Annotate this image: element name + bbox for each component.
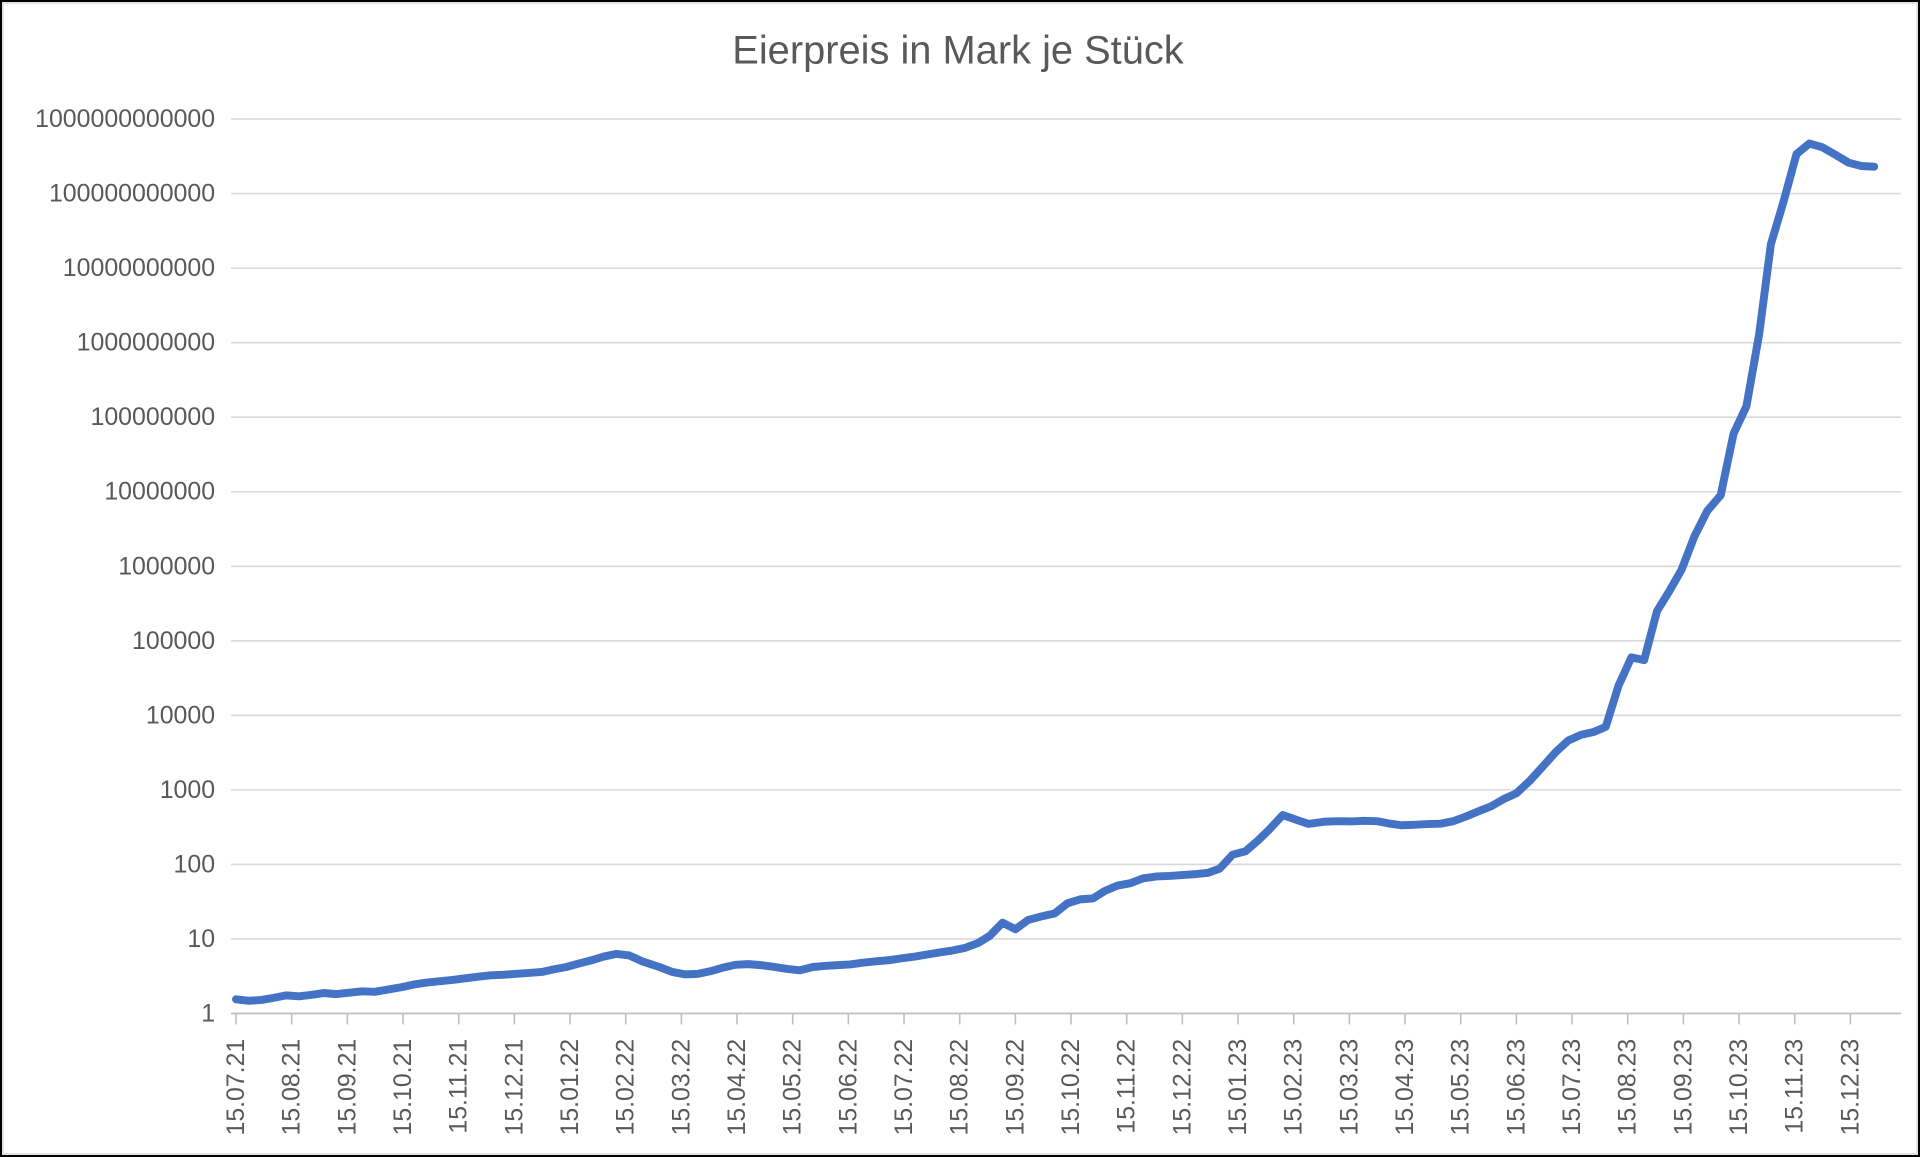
y-tick-label: 100 bbox=[174, 850, 216, 878]
x-tick-label: 15.02.23 bbox=[1280, 1039, 1308, 1136]
y-tick-label: 1000 bbox=[160, 776, 215, 804]
x-tick-label: 15.02.22 bbox=[612, 1039, 640, 1136]
y-tick-label: 10000000000 bbox=[63, 254, 215, 282]
x-tick-label: 15.11.22 bbox=[1113, 1039, 1141, 1134]
x-tick-label: 15.01.22 bbox=[556, 1039, 584, 1136]
x-tick-label: 15.07.21 bbox=[222, 1039, 250, 1136]
x-tick-label: 15.05.23 bbox=[1447, 1039, 1475, 1136]
x-tick-label: 15.09.22 bbox=[1001, 1039, 1029, 1136]
x-tick-label: 15.08.21 bbox=[278, 1039, 306, 1136]
y-tick-label: 1000000000000 bbox=[35, 105, 215, 133]
x-tick-label: 15.12.22 bbox=[1168, 1039, 1196, 1136]
x-axis bbox=[231, 1012, 1902, 1025]
x-tick-label: 15.12.23 bbox=[1836, 1039, 1864, 1136]
x-tick-label: 15.07.22 bbox=[890, 1039, 918, 1136]
y-axis-labels: 1 10 100 1000 10000 100000 1000000 10000000 1000… bbox=[35, 105, 215, 1027]
y-tick-label: 10000000 bbox=[104, 478, 215, 506]
gridlines bbox=[231, 118, 1902, 1015]
x-tick-label: 15.09.21 bbox=[333, 1039, 361, 1136]
x-tick-label: 15.10.21 bbox=[389, 1039, 417, 1136]
x-tick-label: 15.05.22 bbox=[779, 1039, 807, 1136]
x-tick-label: 15.07.23 bbox=[1558, 1039, 1586, 1136]
x-tick-label: 15.11.21 bbox=[445, 1039, 473, 1134]
y-tick-label: 1000000000 bbox=[77, 329, 215, 357]
x-tick-label: 15.03.23 bbox=[1335, 1039, 1363, 1136]
y-tick-label: 100000000000 bbox=[49, 180, 215, 208]
x-tick-label: 15.01.23 bbox=[1224, 1039, 1252, 1136]
y-tick-label: 1 bbox=[201, 999, 215, 1027]
y-tick-label: 100000 bbox=[132, 627, 215, 655]
chart-title: Eierpreis in Mark je Stück bbox=[732, 29, 1184, 73]
x-tick-label: 15.03.22 bbox=[667, 1039, 695, 1136]
y-tick-label: 10000 bbox=[146, 701, 215, 729]
y-tick-label: 10 bbox=[187, 925, 215, 953]
x-tick-label: 15.08.23 bbox=[1614, 1039, 1642, 1136]
x-tick-label: 15.08.22 bbox=[946, 1039, 974, 1136]
x-tick-label: 15.12.21 bbox=[500, 1039, 528, 1136]
x-tick-label: 15.10.23 bbox=[1725, 1039, 1753, 1136]
x-tick-label: 15.09.23 bbox=[1669, 1039, 1697, 1136]
y-tick-label: 100000000 bbox=[91, 403, 216, 431]
x-tick-label: 15.11.23 bbox=[1781, 1039, 1809, 1134]
x-tick-label: 15.04.23 bbox=[1391, 1039, 1419, 1136]
x-axis-labels: 15.07.21 15.08.21 15.09.21 15.10.21 15.11.21… bbox=[222, 1039, 1864, 1136]
y-tick-label: 1000000 bbox=[118, 552, 215, 580]
x-tick-label: 15.10.22 bbox=[1057, 1039, 1085, 1136]
x-tick-label: 15.06.22 bbox=[834, 1039, 862, 1136]
x-tick-label: 15.06.23 bbox=[1502, 1039, 1530, 1136]
price-line-series bbox=[232, 139, 1879, 1005]
x-tick-label: 15.04.22 bbox=[723, 1039, 751, 1136]
egg-price-line-chart: 1 10 100 1000 10000 100000 1000000 10000000 1000… bbox=[35, 29, 1902, 1136]
